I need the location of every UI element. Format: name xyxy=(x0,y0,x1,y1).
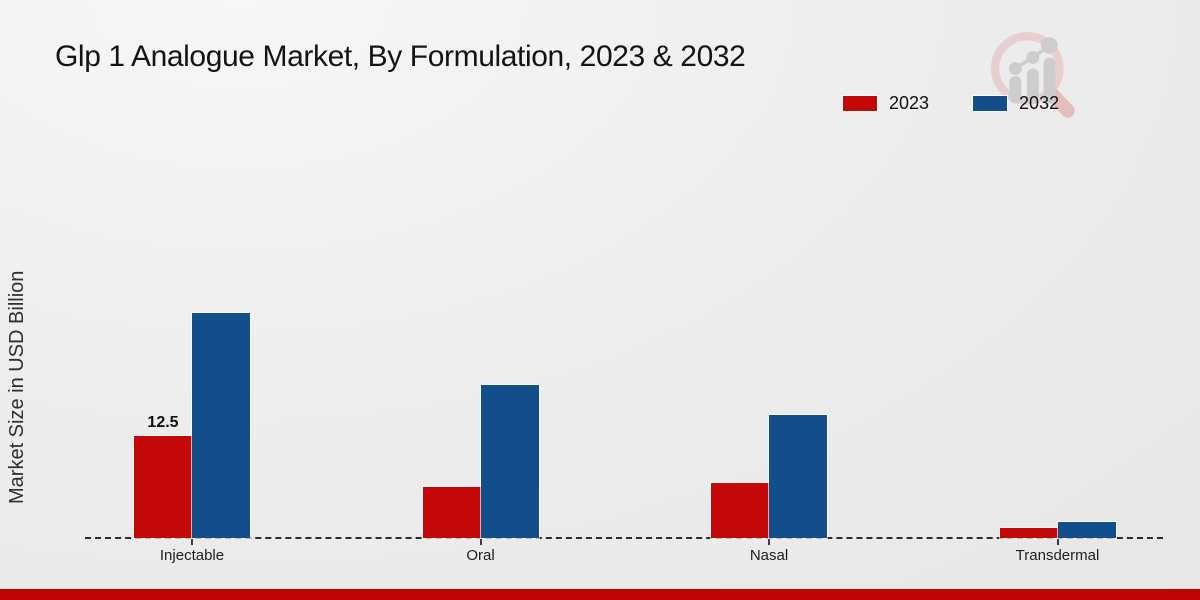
x-axis-tick xyxy=(479,539,482,545)
legend-label: 2032 xyxy=(1019,93,1060,113)
bar-transdermal-2032 xyxy=(1056,520,1117,540)
bar-injectable-2023 xyxy=(133,434,193,539)
category-label-oral: Oral xyxy=(466,547,495,564)
category-label-transdermal: Transdermal xyxy=(1015,547,1100,564)
bar-value-label: 12.5 xyxy=(147,413,179,431)
category-label-injectable: Injectable xyxy=(159,547,225,564)
bar-oral-2023 xyxy=(421,486,482,539)
category-label-nasal: Nasal xyxy=(749,547,789,564)
bar-transdermal-2023 xyxy=(998,527,1059,539)
legend-swatch-icon xyxy=(843,96,877,111)
x-axis-line xyxy=(85,537,1163,539)
legend-item-2032: 2032 xyxy=(973,93,1059,114)
legend-swatch-icon xyxy=(973,96,1008,111)
x-axis-tick xyxy=(1056,539,1059,545)
legend-item-2023: 2023 xyxy=(843,93,929,114)
bar-nasal-2032 xyxy=(768,414,828,539)
bar-nasal-2023 xyxy=(710,482,770,539)
bar-oral-2032 xyxy=(479,384,540,539)
legend: 2023 2032 xyxy=(843,93,1059,114)
x-axis-tick xyxy=(768,539,770,545)
legend-label: 2023 xyxy=(889,93,930,113)
footer-accent-bar xyxy=(0,589,1200,600)
x-axis-tick xyxy=(191,539,193,545)
chart-title: Glp 1 Analogue Market, By Formulation, 2… xyxy=(55,40,746,73)
bar-injectable-2032 xyxy=(191,311,251,539)
